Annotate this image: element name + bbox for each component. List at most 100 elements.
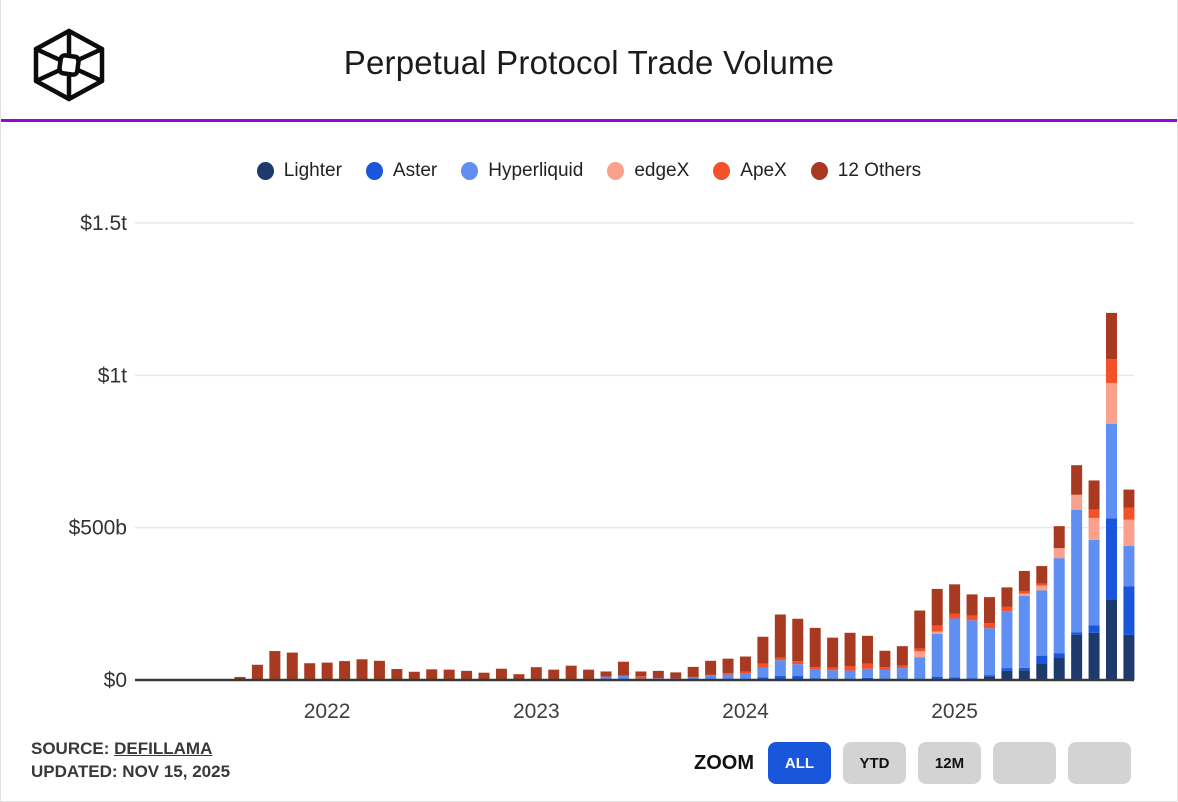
bar-segment-apex-2024-09 (879, 667, 891, 670)
bar-segment-12-others-2022-02 (339, 661, 351, 680)
bar-segment-12-others-2022-06 (408, 671, 420, 680)
bar-segment-hyperliquid-2024-08 (861, 668, 873, 678)
bar-segment-12-others-2023-06 (617, 661, 629, 676)
bar-segment-edgex-2025-10 (1106, 382, 1117, 424)
bar-segment-12-others-2023-07 (635, 671, 647, 677)
bar-segment-12-others-2025-08 (1071, 465, 1083, 495)
bar-segment-aster-2025-03 (983, 675, 995, 677)
zoom-button-12m[interactable]: 12M (918, 742, 981, 784)
legend-label: 12 Others (837, 160, 922, 181)
legend-label: ApeX (740, 160, 787, 181)
bar-segment-12-others-2021-12 (304, 663, 316, 680)
zoom-button-blank-1[interactable] (993, 742, 1056, 784)
bar-segment-hyperliquid-2024-07 (844, 670, 856, 680)
source-label: SOURCE: (31, 739, 110, 758)
bar-segment-hyperliquid-2025-10 (1106, 423, 1117, 519)
bar-segment-12-others-2025-01 (949, 584, 961, 614)
bar-segment-12-others-2022-12 (513, 674, 525, 680)
bar-segment-12-others-2022-11 (495, 668, 507, 680)
bar-segment-hyperliquid-2025-09 (1088, 539, 1100, 626)
zoom-button-ytd[interactable]: YTD (843, 742, 906, 784)
bar-segment-aster-2025-02 (966, 678, 978, 680)
bar-segment-12-others-2025-06 (1036, 566, 1048, 584)
bar-segment-12-others-2023-11 (705, 660, 717, 675)
bar-segment-lighter-2025-07 (1053, 657, 1065, 680)
bar-segment-hyperliquid-2024-06 (827, 670, 839, 679)
bar-segment-apex-2024-06 (827, 667, 839, 671)
bar-segment-lighter-2025-04 (1001, 670, 1013, 680)
bar-segment-12-others-2023-10 (687, 666, 699, 677)
legend-dot (365, 162, 383, 180)
legend-item-lighter[interactable]: Lighter (256, 160, 342, 182)
bar-segment-12-others-2022-07 (426, 669, 438, 680)
bar-segment-edgex-2025-06 (1036, 585, 1048, 591)
zoom-controls: ZOOM ALL YTD 12M (694, 742, 1131, 784)
bar-segment-hyperliquid-2025-04 (1001, 611, 1013, 669)
bar-segment-hyperliquid-2024-09 (879, 669, 891, 680)
bar-segment-12-others-2025-11 (1123, 489, 1135, 508)
bar-segment-apex-2024-12 (931, 625, 943, 632)
legend-dot (256, 162, 274, 180)
bar-segment-lighter-2025-08 (1071, 634, 1083, 680)
bar-segment-aster-2025-09 (1088, 625, 1100, 633)
bar-segment-12-others-2023-08 (652, 670, 664, 679)
bar-segment-aster-2025-10 (1106, 518, 1117, 600)
bar-segment-apex-2024-08 (861, 663, 873, 669)
bar-segment-12-others-2022-08 (443, 669, 455, 680)
legend-item-12-others[interactable]: 12 Others (810, 160, 922, 182)
bar-segment-aster-2025-04 (1001, 668, 1013, 671)
legend-label: Lighter (283, 160, 342, 181)
bar-segment-12-others-2024-04 (792, 618, 804, 662)
bar-segment-12-others-2023-09 (670, 672, 682, 679)
bar-segment-hyperliquid-2024-11 (914, 657, 926, 680)
legend-label: edgeX (634, 160, 690, 181)
bar-segment-12-others-2021-08 (234, 676, 246, 680)
bar-segment-hyperliquid-2025-05 (1018, 595, 1030, 668)
updated-line: UPDATED: NOV 15, 2025 (31, 762, 231, 781)
bar-segment-12-others-2025-02 (966, 594, 978, 616)
source-link[interactable]: DEFILLAMA (114, 739, 213, 758)
bar-segment-12-others-2025-10 (1106, 312, 1117, 360)
bar-segment-apex-2024-07 (844, 665, 856, 671)
bar-segment-12-others-2024-05 (809, 627, 821, 668)
bar-segment-12-others-2022-01 (321, 662, 333, 680)
bar-segment-apex-2025-05 (1018, 591, 1030, 594)
bar-segment-apex-2023-11 (705, 674, 717, 676)
bar-segment-edgex-2025-08 (1071, 494, 1083, 510)
legend-item-aster[interactable]: Aster (365, 160, 438, 182)
bar-segment-hyperliquid-2025-01 (949, 618, 961, 678)
bar-segment-12-others-2024-08 (861, 635, 873, 664)
bar-segment-hyperliquid-2025-06 (1036, 590, 1048, 656)
legend-item-apex[interactable]: ApeX (713, 160, 787, 182)
bar-segment-hyperliquid-2024-03 (774, 660, 786, 677)
bar-segment-hyperliquid-2024-01 (739, 673, 751, 680)
source-line: SOURCE: DEFILLAMA (31, 737, 230, 760)
zoom-button-blank-2[interactable] (1068, 742, 1131, 784)
bar-segment-apex-2023-07 (635, 676, 647, 679)
bar-segment-12-others-2022-10 (478, 672, 490, 680)
bar-segment-apex-2025-09 (1088, 509, 1100, 518)
legend-item-edgex[interactable]: edgeX (607, 160, 689, 182)
bar-segment-12-others-2024-02 (757, 636, 769, 664)
bar-segment-12-others-2021-09 (251, 664, 263, 680)
bar-segment-lighter-2025-09 (1088, 632, 1100, 680)
bar-segment-12-others-2025-03 (983, 597, 995, 624)
bar-segment-hyperliquid-2024-10 (896, 668, 908, 680)
zoom-button-all[interactable]: ALL (768, 742, 831, 784)
legend-dot (607, 162, 625, 180)
bar-segment-12-others-2023-01 (530, 667, 542, 680)
bar-segment-aster-2025-06 (1036, 655, 1048, 664)
legend-dot (461, 162, 479, 180)
legend-item-hyperliquid[interactable]: Hyperliquid (461, 160, 583, 182)
bar-segment-hyperliquid-2024-12 (931, 634, 943, 677)
legend-label: Hyperliquid (488, 160, 584, 181)
bar-segment-apex-2024-01 (739, 671, 751, 674)
bar-segment-12-others-2021-11 (286, 652, 298, 680)
bar-segment-hyperliquid-2025-03 (983, 628, 995, 676)
bar-segment-12-others-2024-11 (914, 610, 926, 649)
legend-label: Aster (392, 160, 438, 181)
bar-segment-lighter-2025-10 (1106, 599, 1117, 680)
bar-segment-hyperliquid-2023-11 (705, 675, 717, 680)
bar-segment-apex-2025-02 (966, 615, 978, 621)
